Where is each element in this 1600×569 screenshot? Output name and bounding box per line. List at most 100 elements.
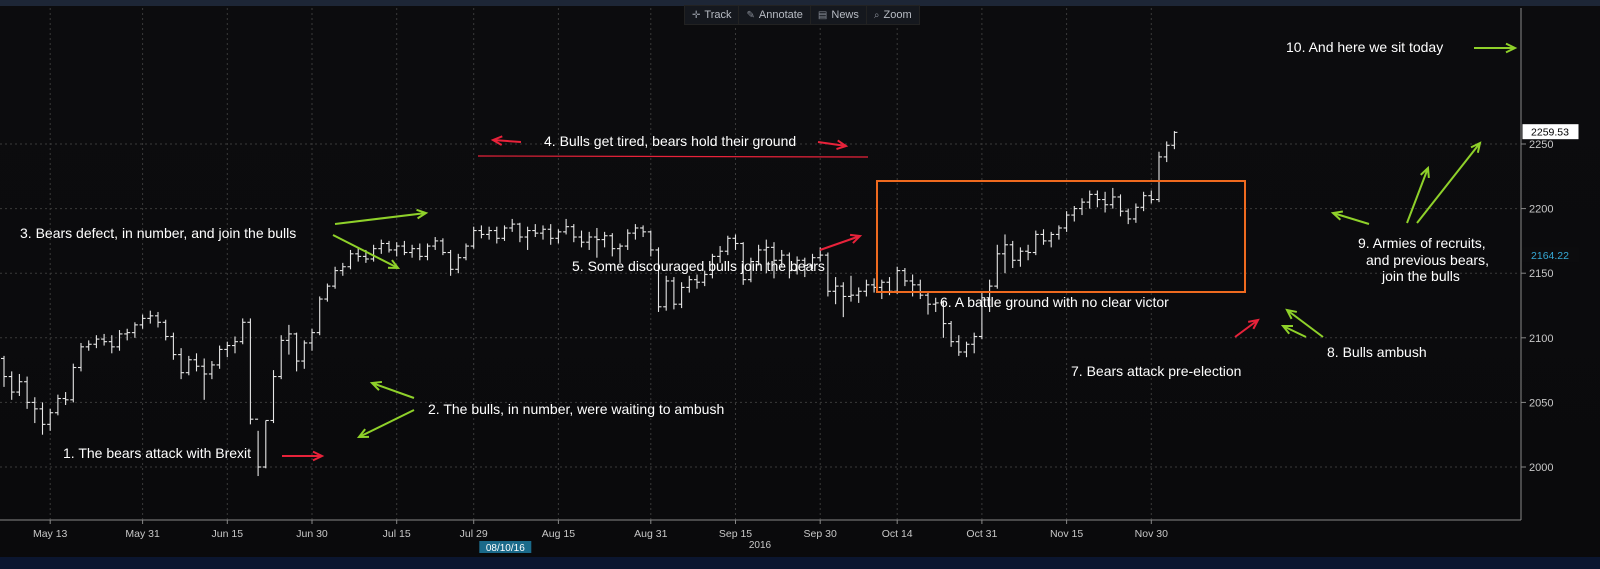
- ohlc-bar: [39, 402, 46, 435]
- x-tick-label: Nov 30: [1135, 528, 1168, 540]
- annotate-button[interactable]: ✎ Annotate: [739, 6, 811, 24]
- x-tick-label: May 13: [33, 528, 68, 540]
- price-tag-label: 2259.53: [1531, 127, 1569, 139]
- ohlc-bar: [948, 321, 955, 347]
- annotation-label: 10. And here we sit today: [1286, 39, 1443, 55]
- ohlc-bar: [470, 226, 477, 249]
- track-label: Track: [704, 8, 732, 21]
- y-tick-label: 2000: [1529, 462, 1553, 474]
- arrow-shaft: [332, 234, 399, 269]
- ohlc-bar: [570, 224, 577, 243]
- ohlc-bar: [16, 373, 23, 396]
- ohlc-bar: [917, 279, 924, 300]
- arrow-recruits-1: [1330, 210, 1370, 225]
- arrow-tired-left: [490, 135, 522, 146]
- ohlc-bar: [178, 348, 185, 380]
- arrow-bulls-ambush-2: [1280, 324, 1307, 338]
- ohlc-bar: [609, 233, 616, 257]
- track-button[interactable]: ✛ Track: [685, 6, 740, 24]
- ohlc-bar: [370, 244, 377, 262]
- ohlc-bar: [486, 226, 493, 240]
- ohlc-bar: [170, 332, 177, 360]
- ohlc-bar: [655, 247, 662, 312]
- ohlc-bar: [1132, 203, 1139, 223]
- ohlc-bar: [624, 229, 631, 250]
- price-bars: [1, 131, 1178, 477]
- annotation-labels: 1. The bears attack with Brexit 2. The bu…: [20, 39, 1489, 461]
- cursor-date-box: [479, 541, 532, 553]
- annotation-label: 3. Bears defect, in number, and join the…: [20, 225, 296, 241]
- ohlc-bar: [863, 279, 870, 297]
- ohlc-bar: [1125, 208, 1132, 225]
- arrow-head: [312, 450, 325, 462]
- ohlc-bar: [78, 342, 84, 372]
- ohlc-bar: [971, 332, 978, 354]
- ohlc-bar: [601, 231, 608, 248]
- last-price-tag: 2259.53: [1522, 124, 1579, 140]
- zoom-label: Zoom: [883, 8, 912, 21]
- ohlc-bar: [424, 243, 431, 261]
- annotation-label: 9. Armies of recruits,: [1358, 235, 1486, 251]
- ohlc-bar: [309, 328, 315, 351]
- arrow-shaft: [1286, 309, 1324, 338]
- ohlc-bar: [455, 253, 462, 274]
- ohlc-bar: [709, 253, 716, 279]
- x-tick-label: Oct 31: [966, 528, 997, 540]
- ohlc-bar: [670, 277, 677, 310]
- arrow-pre-election: [1234, 318, 1260, 338]
- x-tick-label: Sep 15: [719, 528, 752, 540]
- ohlc-bar: [332, 266, 339, 289]
- ohlc-bar: [532, 224, 539, 238]
- ohlc-bar: [278, 335, 285, 380]
- ohlc-bar: [925, 291, 931, 315]
- zoom-button[interactable]: ⌕ Zoom: [867, 6, 919, 24]
- ohlc-bar: [1071, 206, 1078, 222]
- ohlc-bar: [524, 226, 531, 250]
- ohlc-bar: [894, 266, 901, 294]
- annotation-label: 1. The bears attack with Brexit: [63, 445, 251, 461]
- ohlc-bar: [678, 282, 685, 309]
- ohlc-bar: [124, 328, 131, 341]
- ohlc-bar: [1117, 194, 1124, 217]
- arrow-tired-right: [817, 139, 849, 150]
- chart-toolbar: ✛ Track ✎ Annotate ▤ News ⌕ Zoom: [684, 5, 920, 25]
- pencil-icon: ✎: [746, 9, 755, 21]
- arrow-today: [1474, 42, 1518, 54]
- x-tick-label: Jun 15: [212, 528, 244, 540]
- ohlc-bar: [855, 287, 862, 303]
- ohlc-bar: [563, 218, 570, 235]
- ohlc-bar: [270, 370, 277, 424]
- ohlc-bar: [208, 361, 215, 380]
- ohlc-bar: [901, 268, 908, 287]
- ohlc-bar: [701, 270, 708, 287]
- news-button[interactable]: ▤ News: [811, 6, 867, 24]
- ohlc-bar: [1156, 151, 1162, 203]
- ohlc-bar: [1017, 247, 1024, 267]
- x-tick-label: May 31: [125, 528, 160, 540]
- x-tick-label: Aug 31: [634, 528, 667, 540]
- ohlc-bar: [1063, 211, 1070, 232]
- annotation-label: 5. Some discouraged bulls join the bears: [572, 258, 825, 274]
- ohlc-bar: [255, 418, 262, 477]
- ohlc-bar: [193, 353, 200, 372]
- arrow-shaft: [1282, 325, 1307, 338]
- magnifier-icon: ⌕: [873, 9, 880, 21]
- ohlc-bar: [355, 247, 362, 262]
- ohlc-bar: [1040, 229, 1047, 245]
- ohlc-bar: [801, 257, 808, 278]
- ohlc-bar: [1, 355, 7, 387]
- ohlc-bar: [1086, 190, 1093, 209]
- ohlc-bar: [794, 256, 801, 275]
- arrow-head: [356, 428, 370, 439]
- x-tick-label: Jul 29: [460, 528, 488, 540]
- ohlc-bar: [1002, 234, 1008, 274]
- arrow-bull-ambush-1: [369, 380, 415, 399]
- arrow-discouraged: [819, 233, 863, 251]
- ohlc-bar: [632, 224, 639, 240]
- ohlc-bar: [547, 224, 554, 245]
- x-axis-title: 2016: [749, 540, 772, 551]
- ohlc-bar: [878, 279, 885, 300]
- ohlc-bar: [578, 230, 585, 248]
- ohlc-bar: [555, 229, 562, 244]
